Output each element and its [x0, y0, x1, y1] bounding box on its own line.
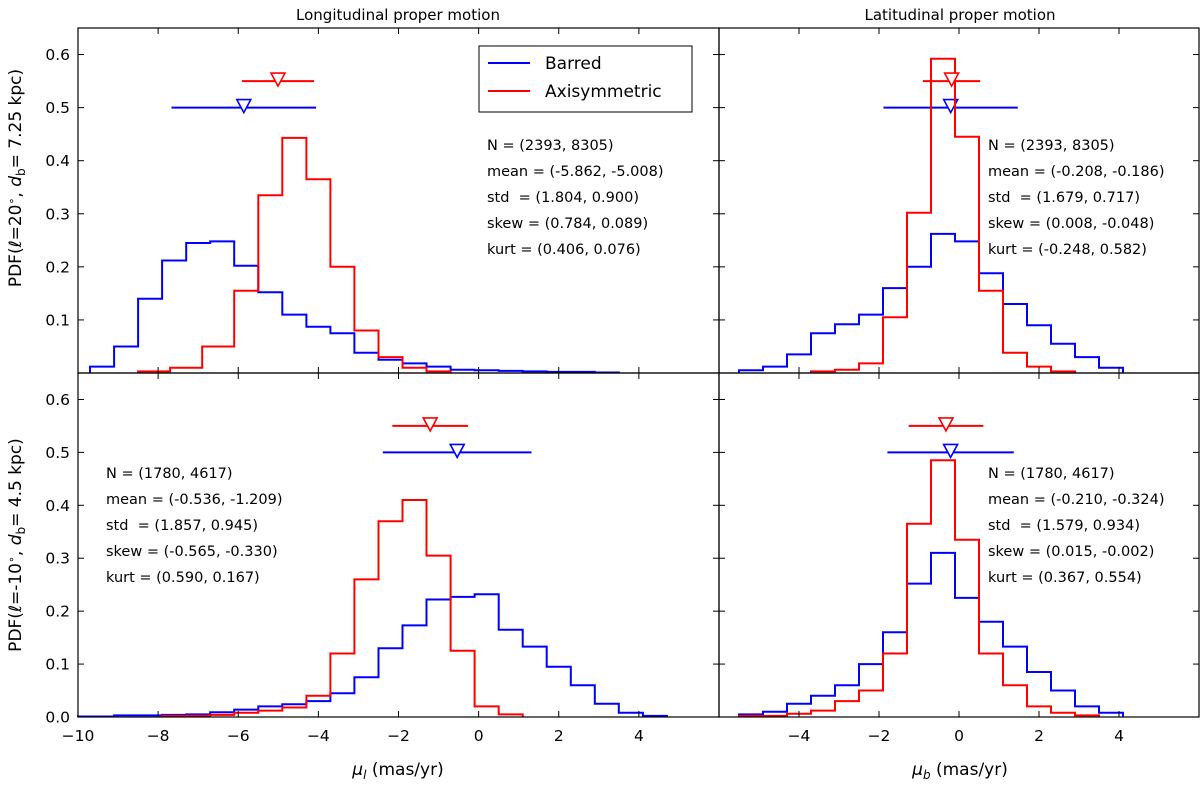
y-tick-label: 0.4 — [45, 497, 70, 515]
top-left-barred-histogram — [89, 240, 620, 374]
y-tick-label: 0.2 — [45, 603, 70, 621]
bottom-right-panel: −4 −2 0 2 4 N = (1780, 4617) mean = (-0.210, -… — [718, 372, 1200, 745]
top-left-stats-line: mean = (-5.862, -5.008) — [487, 164, 664, 180]
bottom-right-stats-line: skew = (0.015, -0.002) — [988, 544, 1154, 560]
y-tick-label: 0.1 — [45, 656, 70, 674]
right-column-title: Latitudinal proper motion — [864, 6, 1055, 24]
bottom-left-barred-histogram — [77, 593, 668, 718]
top-left-panel: 0.1 0.2 0.3 0.4 0.5 0.6 N = (2393, 8305) mean =… — [45, 27, 720, 374]
x-tick-label: 0 — [954, 727, 964, 745]
x-tick-label: 4 — [634, 727, 644, 745]
y-tick-label: 0.5 — [45, 444, 70, 462]
legend-box — [478, 45, 693, 113]
x-tick-label: −8 — [147, 727, 170, 745]
top-right-stats-line: std = (1.679, 0.717) — [988, 190, 1140, 206]
right-xlabel: μb (mas/yr) — [911, 760, 1008, 782]
bottom-right-stats-line: N = (1780, 4617) — [988, 466, 1115, 482]
y-tick-label: 0.4 — [45, 152, 70, 170]
bottom-left-stats-line: skew = (-0.565, -0.330) — [106, 544, 278, 560]
bottom-right-stats-line: std = (1.579, 0.934) — [988, 518, 1140, 534]
x-tick-label: 2 — [1034, 727, 1044, 745]
y-tick-label: 0.3 — [45, 550, 70, 568]
y-tick-label: 0.0 — [45, 709, 70, 727]
bottom-right-barred-mean-marker — [942, 443, 959, 460]
top-right-stats-line: kurt = (-0.248, 0.582) — [988, 242, 1147, 258]
bottom-right-axisymmetric-mean-marker — [937, 417, 955, 433]
top-left-stats-line: N = (2393, 8305) — [487, 138, 614, 154]
legend: Barred Axisymmetric — [478, 45, 693, 113]
y-tick-label: 0.6 — [45, 391, 70, 409]
top-right-stats-line: N = (2393, 8305) — [988, 138, 1115, 154]
x-tick-label: 2 — [554, 727, 564, 745]
top-right-stats-line: mean = (-0.208, -0.186) — [988, 164, 1165, 180]
x-tick-label: −2 — [868, 727, 891, 745]
bottom-left-stats-line: std = (1.857, 0.945) — [106, 518, 258, 534]
x-tick-label: −4 — [307, 727, 330, 745]
y-tick-label: 0.3 — [45, 205, 70, 223]
top-left-stats-line: kurt = (0.406, 0.076) — [487, 242, 641, 258]
x-tick-label: −2 — [387, 727, 410, 745]
left-column-title: Longitudinal proper motion — [296, 6, 500, 24]
top-left-stats-line: std = (1.804, 0.900) — [487, 190, 639, 206]
bottom-left-stats-line: N = (1780, 4617) — [106, 466, 233, 482]
legend-axisymmetric-label: Axisymmetric — [545, 82, 662, 102]
bottom-left-panel: −10 −8 −6 −4 −2 0 2 4 0.0 0.1 0.2 0.3 0.4 0.5 0.6 N = (… — [45, 372, 720, 745]
bottom-left-stats-line: kurt = (0.590, 0.167) — [106, 570, 260, 586]
top-left-stats-line: skew = (0.784, 0.089) — [487, 216, 648, 232]
top-right-barred-histogram — [738, 232, 1124, 373]
y-tick-label: 0.1 — [45, 311, 70, 329]
y-tick-label: 0.6 — [45, 46, 70, 64]
top-right-stats-line: skew = (0.008, -0.048) — [988, 216, 1154, 232]
x-tick-label: −4 — [788, 727, 811, 745]
panels: 0.1 0.2 0.3 0.4 0.5 0.6 N = (2393, 8305) mean =… — [45, 27, 1200, 745]
y-tick-label: 0.2 — [45, 258, 70, 276]
bottom-right-stats-line: kurt = (0.367, 0.554) — [988, 570, 1142, 586]
legend-barred-label: Barred — [545, 54, 602, 74]
top-left-axisymmetric-histogram — [137, 136, 452, 373]
bottom-right-stats-line: mean = (-0.210, -0.324) — [988, 492, 1165, 508]
bottom-left-axisymmetric-histogram — [161, 499, 524, 717]
left-xlabel: μl (mas/yr) — [351, 760, 443, 782]
bottom-left-axisymmetric-mean-marker — [421, 417, 439, 433]
top-right-panel: N = (2393, 8305) mean = (-0.208, -0.186) s… — [718, 27, 1200, 374]
bottom-left-stats-line: mean = (-0.536, -1.209) — [106, 492, 283, 508]
top-right-axisymmetric-histogram — [810, 57, 1076, 373]
top-left-axisymmetric-mean-marker — [269, 72, 287, 88]
top-row-ylabel: PDF(ℓ=20∘, db= 7.25 kpc) — [5, 69, 28, 287]
bottom-right-axisymmetric-histogram — [738, 459, 1100, 717]
top-right-axisymmetric-mean-marker — [943, 72, 960, 88]
y-tick-label: 0.5 — [45, 99, 70, 117]
bottom-row-ylabel: PDF(ℓ=-10∘, db= 4.5 kpc) — [5, 438, 28, 652]
x-tick-label: 4 — [1114, 727, 1124, 745]
x-tick-label: −6 — [227, 727, 250, 745]
x-tick-label: −10 — [62, 727, 95, 745]
top-left-barred-mean-marker — [235, 98, 253, 115]
bottom-left-barred-mean-marker — [448, 443, 466, 460]
bottom-right-barred-histogram — [738, 551, 1124, 717]
x-tick-label: 0 — [474, 727, 484, 745]
